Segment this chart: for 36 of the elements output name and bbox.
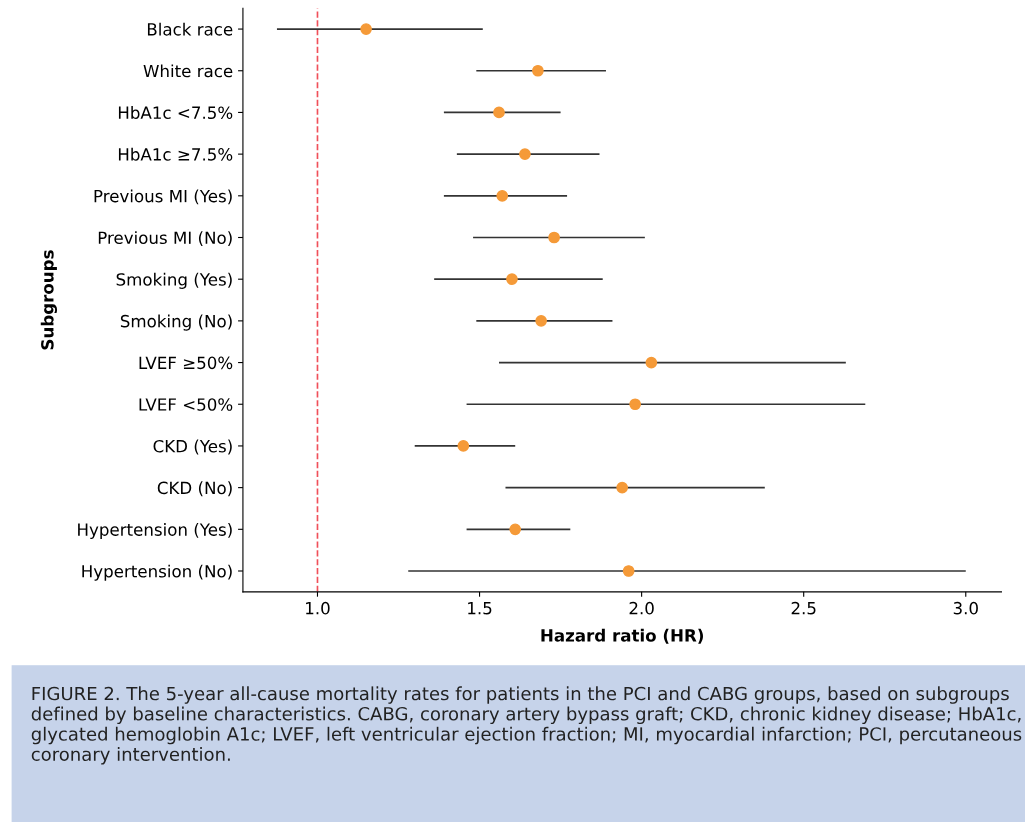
y-axis-title: Subgroups (40, 250, 58, 350)
x-tick-label: 3.0 (953, 601, 978, 615)
point (629, 398, 641, 411)
point (457, 440, 470, 452)
y-tick-label: LVEF <50% (139, 398, 233, 411)
y-tick-label: LVEF ≥50% (139, 356, 233, 370)
y-tick-label: Smoking (No) (120, 314, 232, 331)
point (360, 23, 372, 35)
y-tick-label: HbA1c ≥7.5% (118, 147, 233, 161)
x-tick-label: 2.5 (791, 601, 816, 615)
y-tick-label: Previous MI (Yes) (94, 189, 232, 205)
y-tick-label: Previous MI (No) (98, 231, 232, 247)
y-tick-label: Hypertension (No) (82, 564, 232, 581)
point (509, 523, 522, 536)
y-tick-label: Hypertension (Yes) (78, 522, 232, 540)
point (519, 148, 531, 160)
x-tick-label: 1.5 (468, 602, 492, 615)
y-tick-label: Smoking (Yes) (116, 272, 232, 289)
caption: FIGURE 2. The 5-year all-cause mortality rates for patients in the PCI and CABG groups, based on subgroups defined by baseline characteristics. CABG, coronary artery bypass graft; CKD, chronic kidney disease; HbA1c, glycated hemoglobin A1c; LVEF, left ventricular ejection fraction; MI, myocardial infarction; PCI, percutaneous coronary intervention. (31, 686, 1022, 765)
point (548, 231, 560, 244)
point (622, 565, 635, 577)
point (616, 481, 629, 494)
point (535, 315, 547, 327)
x-tick-label: 1.0 (306, 601, 330, 615)
y-tick-label: Black race (147, 22, 233, 36)
point (496, 189, 509, 202)
point (645, 356, 658, 369)
y-tick-label: White race (143, 64, 233, 78)
point (506, 273, 518, 286)
x-axis-title: Hazard ratio (HR) (541, 628, 703, 644)
y-tick-label: CKD (No) (157, 481, 232, 497)
point (532, 64, 544, 77)
x-tick-label: 2.0 (629, 601, 654, 615)
point (493, 106, 505, 119)
y-tick-label: CKD (Yes) (153, 439, 232, 455)
y-tick-label: HbA1c <7.5% (118, 106, 233, 120)
